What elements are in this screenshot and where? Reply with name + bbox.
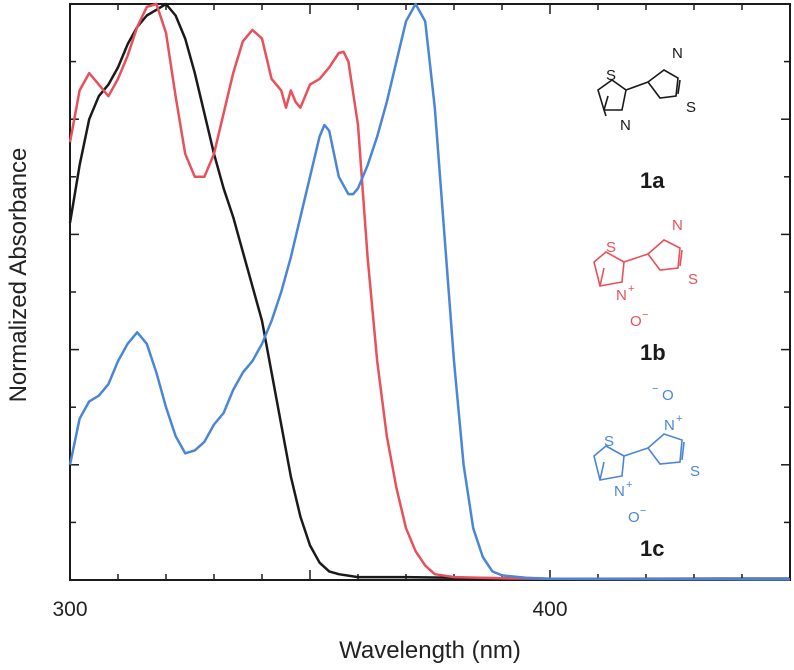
series-line-1b <box>68 2 791 581</box>
structure-1c-nitrogen-1: N <box>614 483 625 500</box>
structure-1b-sulfur-2: S <box>688 271 698 288</box>
series-layer <box>68 2 791 581</box>
structure-1b-nitrogen-2: N <box>672 217 683 234</box>
structure-1c-oxygen-1: O <box>628 509 640 526</box>
structure-1c-plus-1: + <box>626 479 632 491</box>
x-axis-ticks: 300 400 <box>52 4 743 621</box>
structure-1c-sulfur-1: S <box>604 433 614 450</box>
x-tick-label-300: 300 <box>52 598 87 621</box>
structure-1b-nitrogen-1: N <box>616 287 627 304</box>
structure-1b <box>593 239 683 287</box>
structure-1a-nitrogen-1: N <box>620 117 631 134</box>
structure-1b-minus: − <box>642 309 648 321</box>
series-line-1c <box>68 2 791 581</box>
plot-frame <box>69 3 791 581</box>
series-line-1a <box>68 2 790 581</box>
label-1c: 1c <box>640 536 664 561</box>
structure-1c-minus-2: − <box>652 383 658 395</box>
label-1b: 1b <box>640 340 666 365</box>
structure-1a-sulfur-1: S <box>606 67 616 84</box>
structure-1c-oxygen-2: O <box>662 387 674 404</box>
structure-1c-minus-1: − <box>640 505 646 517</box>
structure-1a-nitrogen-2: N <box>672 45 683 62</box>
structure-1c-nitrogen-2: N <box>664 417 675 434</box>
structure-1a <box>597 69 681 117</box>
structure-1a-sulfur-2: S <box>686 99 696 116</box>
x-axis-title: Wavelength (nm) <box>339 637 521 664</box>
structure-1b-sulfur-1: S <box>606 239 616 256</box>
structure-1b-plus: + <box>628 283 634 295</box>
y-axis-ticks <box>70 60 790 524</box>
x-tick-label-400: 400 <box>532 598 567 621</box>
y-axis-title: Normalized Absorbance <box>5 148 32 403</box>
label-1a: 1a <box>640 168 665 193</box>
structure-1c-sulfur-2: S <box>690 463 700 480</box>
structure-1b-oxygen: O <box>630 313 642 330</box>
structure-1c <box>593 433 685 481</box>
structure-1c-plus-2: + <box>676 413 682 425</box>
